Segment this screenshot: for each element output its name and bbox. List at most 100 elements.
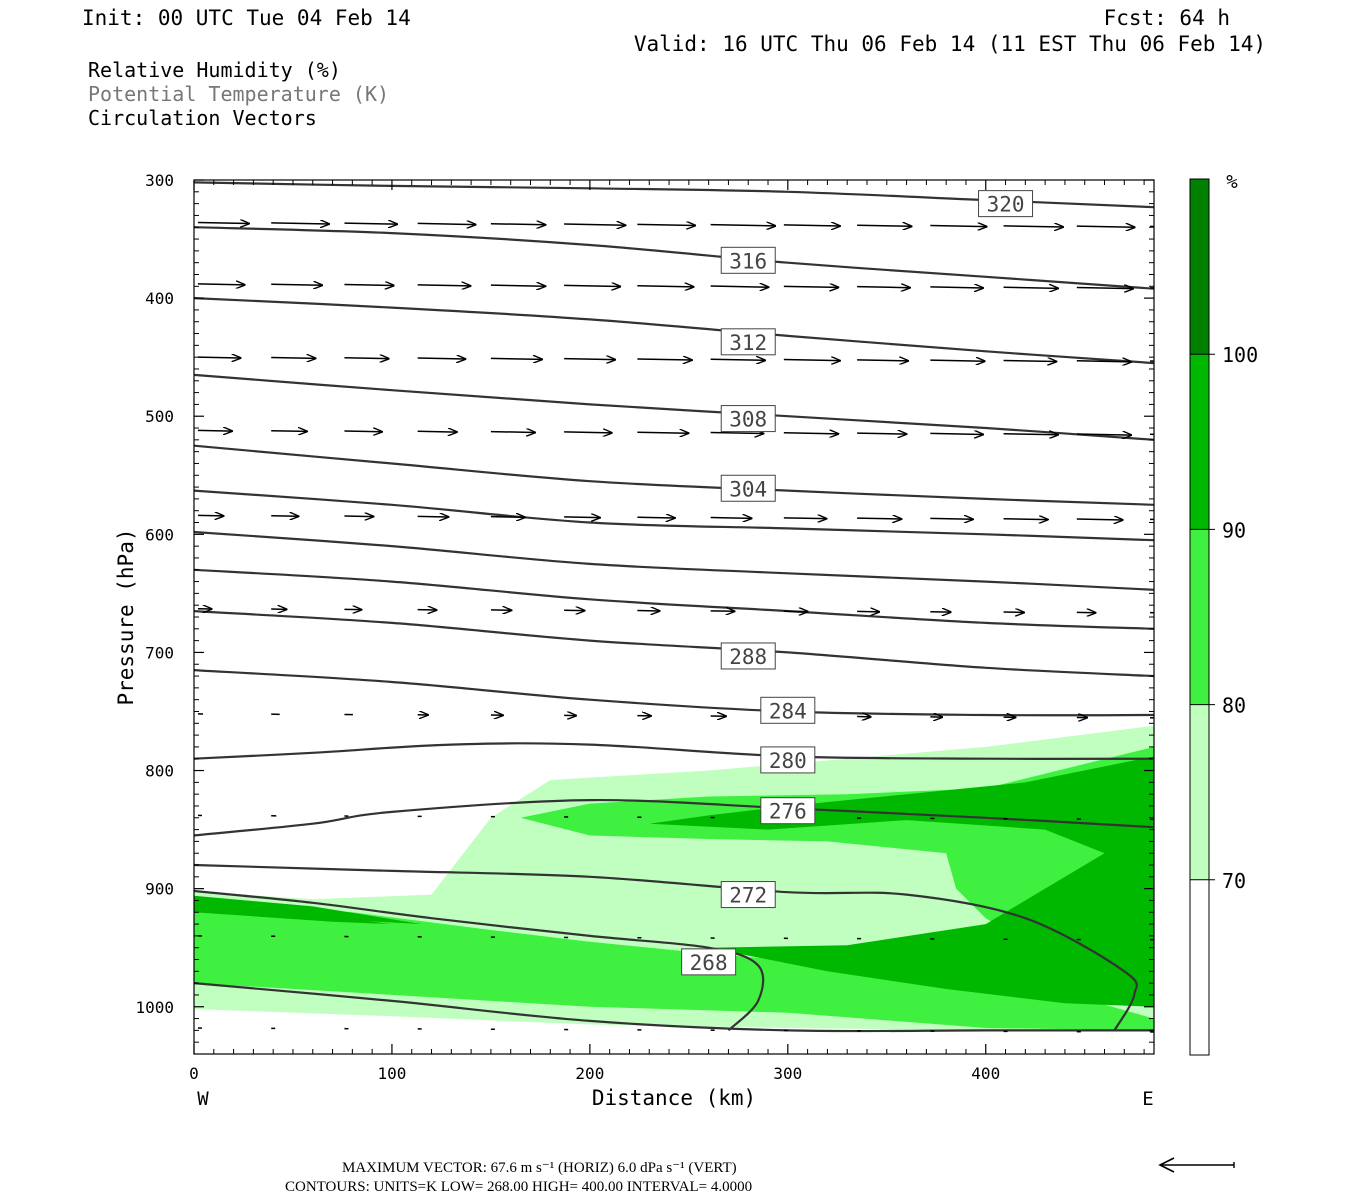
theta-contour-6 <box>194 530 1154 591</box>
theta-contour-7 <box>194 568 1154 630</box>
y-axis-label: Pressure (hPa) <box>114 528 138 705</box>
x-tick-label: 300 <box>773 1064 802 1083</box>
circulation-vector <box>710 225 776 226</box>
circulation-vector <box>564 432 612 433</box>
circulation-vector <box>1003 519 1048 520</box>
contour-label-box <box>720 881 776 909</box>
circulation-vector <box>1003 287 1058 288</box>
contour-label-box <box>681 948 737 976</box>
circulation-vector <box>783 225 840 226</box>
theta-contour-308 <box>194 444 1154 506</box>
y-tick-label: 900 <box>145 880 174 899</box>
colorbar: 70 80 90 100 <box>1189 178 1258 1056</box>
circulation-vector <box>637 517 674 518</box>
contour-label: 276 <box>769 800 807 824</box>
x-tick-label: 400 <box>971 1064 1000 1083</box>
circulation-vector <box>1003 360 1057 361</box>
circulation-vector <box>197 515 224 516</box>
circulation-vector <box>930 287 983 288</box>
circulation-vector <box>857 433 906 434</box>
contour-label: 316 <box>729 249 767 273</box>
colorbar-bin <box>1190 879 1209 1055</box>
reference-vector-arrow <box>1158 1157 1235 1173</box>
x-tick-label: 200 <box>575 1064 604 1083</box>
colorbar-level-label: 90 <box>1222 518 1246 542</box>
circulation-vector <box>197 430 232 431</box>
contour-label-box <box>720 328 776 356</box>
circulation-vector <box>271 284 322 285</box>
circulation-vector <box>783 433 838 434</box>
circulation-vector <box>1076 519 1123 520</box>
x-axis-label: Distance (km) <box>592 1086 756 1110</box>
circulation-vector-layer <box>197 223 1154 1033</box>
circulation-vector <box>344 285 393 286</box>
theta-contour-304 <box>194 489 1154 542</box>
circulation-vector <box>490 285 545 286</box>
circulation-vector <box>271 223 329 224</box>
circulation-vector <box>344 223 397 224</box>
circulation-vector <box>271 357 315 358</box>
circulation-vector <box>271 431 307 432</box>
circulation-vector <box>930 226 986 227</box>
circulation-vector <box>344 358 388 359</box>
circulation-vector <box>710 286 769 287</box>
contour-label-layer: 320 316 312 308 304 288 284 280 276 272 268 <box>681 190 1034 976</box>
contour-label-box <box>720 642 776 670</box>
circulation-vector <box>490 517 525 518</box>
circulation-vector <box>564 359 615 360</box>
circulation-vector <box>417 516 449 517</box>
x-tick-label: 100 <box>377 1064 406 1083</box>
circulation-vector <box>271 516 298 517</box>
circulation-vector <box>783 360 840 361</box>
west-label: W <box>197 1088 209 1110</box>
circulation-vector <box>783 286 838 287</box>
circulation-vector <box>1076 434 1131 435</box>
circulation-vector <box>637 286 693 287</box>
circulation-vector <box>417 285 471 286</box>
theta-contour-312 <box>194 373 1154 441</box>
theta-contour-2 <box>194 297 1154 365</box>
colorbar-frame <box>1189 178 1210 1056</box>
colorbar-bin <box>1190 354 1209 530</box>
max-vector-info: MAXIMUM VECTOR: 67.6 m s⁻¹ (HORIZ) 6.0 d… <box>342 1160 737 1176</box>
contour-label-box <box>760 696 816 724</box>
colorbar-bin <box>1190 704 1209 880</box>
circulation-vector <box>1003 226 1064 227</box>
field-vectors: Circulation Vectors <box>88 106 317 130</box>
contour-info: CONTOURS: UNITS=K LOW= 268.00 HIGH= 400.… <box>285 1179 752 1195</box>
colorbar-level-label: 80 <box>1222 694 1246 718</box>
theta-contour-layer <box>194 181 1154 1033</box>
rh-fill-layer <box>194 725 1154 1031</box>
contour-label-box <box>760 746 816 774</box>
circulation-vector <box>417 358 466 359</box>
contour-label: 312 <box>729 331 767 355</box>
circulation-vector <box>783 518 827 519</box>
circulation-vector <box>930 360 984 361</box>
circulation-vector <box>857 225 911 226</box>
circulation-vector <box>344 431 381 432</box>
contour-label-box <box>720 246 776 274</box>
circulation-vector <box>930 518 973 519</box>
x-tick-label: 0 <box>189 1064 199 1083</box>
circulation-vector <box>1150 518 1154 521</box>
circulation-vector <box>564 285 620 286</box>
circulation-vector <box>637 359 691 360</box>
y-tick-label: 300 <box>145 171 174 190</box>
circulation-vector <box>637 432 688 433</box>
circulation-vector <box>930 433 983 434</box>
init-time: Init: 00 UTC Tue 04 Feb 14 <box>82 6 411 30</box>
contour-label: 268 <box>690 951 728 975</box>
colorbar-level-label: 100 <box>1222 343 1258 367</box>
valid-time: Valid: 16 UTC Thu 06 Feb 14 (11 EST Thu … <box>634 32 1266 56</box>
field-rh: Relative Humidity (%) <box>88 58 341 82</box>
circulation-vector <box>490 358 542 359</box>
theta-contour-284 <box>194 669 1154 717</box>
colorbar-bin <box>1190 179 1209 355</box>
rh-region-5 <box>194 904 392 925</box>
contour-label: 272 <box>729 884 767 908</box>
y-tick-label: 1000 <box>135 998 174 1017</box>
circulation-vector <box>490 224 545 225</box>
contour-label: 280 <box>769 749 807 773</box>
y-tick-label: 400 <box>145 289 174 308</box>
